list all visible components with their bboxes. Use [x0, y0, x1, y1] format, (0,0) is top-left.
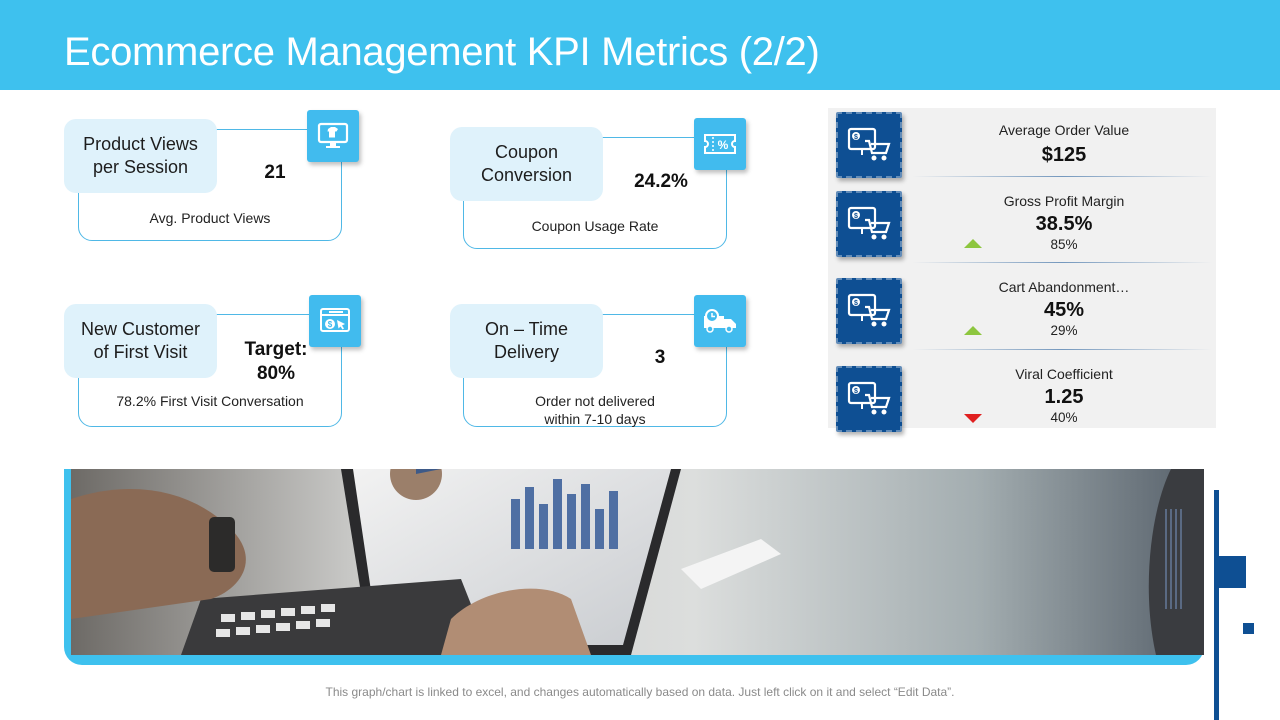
svg-text:$: $	[854, 388, 858, 395]
browser-dollar-icon: $	[309, 295, 361, 347]
delivery-truck-icon	[694, 295, 746, 347]
metric-name: Cart Abandonment…	[998, 279, 1130, 295]
metrics-panel: $ Average Order Value $125 $ Gross Profi…	[828, 108, 1216, 432]
card-description: Coupon Usage Rate	[531, 218, 659, 234]
metric-percent: 40%	[1050, 410, 1078, 425]
trend-up-icon	[964, 239, 982, 248]
svg-text:$: $	[854, 134, 858, 141]
metric-viral-coefficient: $ Viral Coefficient 1.25 40%	[828, 364, 1216, 442]
page-title: Ecommerce Management KPI Metrics (2/2)	[64, 30, 820, 74]
metric-value: 1.25	[1044, 386, 1084, 408]
metric-cart-abandonment: $ Cart Abandonment… 45% 29%	[828, 276, 1216, 354]
divider	[912, 349, 1212, 350]
svg-text:$: $	[854, 213, 858, 220]
monitor-cart-icon: $	[836, 112, 902, 178]
card-label: Coupon Conversion	[450, 127, 603, 201]
metric-value: 45%	[1043, 299, 1085, 321]
coupon-percent-icon: %	[694, 118, 746, 170]
svg-text:$: $	[854, 300, 858, 307]
trend-up-icon	[964, 326, 982, 335]
card-value: Target: 80%	[244, 339, 308, 384]
card-description: Avg. Product Views	[149, 210, 271, 226]
header-bar: Ecommerce Management KPI Metrics (2/2)	[0, 0, 1280, 90]
card-label: On – Time Delivery	[450, 304, 603, 378]
decorative-square	[1243, 623, 1254, 634]
monitor-cart-icon: $	[836, 366, 902, 432]
metric-name: Viral Coefficient	[1015, 366, 1113, 382]
divider	[912, 262, 1212, 263]
card-description: 78.2% First Visit Conversation	[116, 393, 304, 409]
metric-percent: 85%	[1050, 237, 1078, 252]
monitor-cart-icon: $	[836, 191, 902, 257]
metric-value: $125	[1041, 144, 1087, 166]
svg-text:%: %	[718, 138, 729, 152]
decorative-line	[1214, 490, 1219, 720]
metric-name: Gross Profit Margin	[1003, 193, 1125, 209]
footer-note: This graph/chart is linked to excel, and…	[325, 685, 955, 699]
monitor-shirt-icon	[307, 110, 359, 162]
card-value: 21	[264, 162, 286, 183]
metric-name: Average Order Value	[998, 122, 1130, 138]
card-value: 24.2%	[634, 171, 688, 192]
decorative-square	[1219, 556, 1246, 588]
card-label: Product Views per Session	[64, 119, 217, 193]
svg-text:$: $	[328, 320, 333, 329]
metric-gross-profit-margin: $ Gross Profit Margin 38.5% 85%	[828, 189, 1216, 267]
metric-average-order-value: $ Average Order Value $125	[828, 110, 1216, 188]
laptop-analytics-photo	[71, 469, 1204, 655]
card-value: 3	[654, 347, 666, 368]
card-description: Order not delivered within 7-10 days	[535, 393, 655, 427]
card-label: New Customer of First Visit	[64, 304, 217, 378]
metric-percent: 29%	[1050, 323, 1078, 338]
divider	[912, 176, 1212, 177]
metric-value: 38.5%	[1035, 213, 1093, 235]
monitor-cart-icon: $	[836, 278, 902, 344]
photo-banner	[64, 469, 1204, 665]
trend-down-icon	[964, 414, 982, 423]
